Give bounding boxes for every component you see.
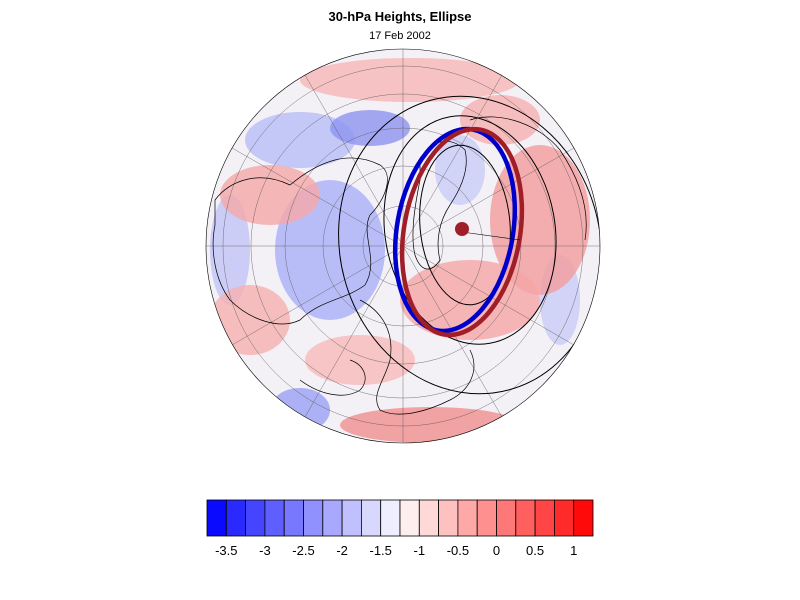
colorbar-bin (303, 499, 324, 537)
coastline (359, 299, 475, 415)
meridian (304, 74, 404, 247)
figure-title: 30-hPa Heights, Ellipse (328, 9, 472, 24)
ellipse-center-marker (455, 222, 469, 236)
colorbar-bin (496, 499, 517, 537)
anomaly-patch (330, 110, 410, 146)
height-contour (338, 95, 600, 395)
height-contours (338, 95, 600, 395)
colorbar-bin (534, 499, 555, 537)
colorbar-tick-label: -3.5 (215, 543, 237, 558)
fitted-ellipse (399, 126, 525, 338)
meridian (304, 245, 404, 418)
anomaly-patch (210, 285, 290, 355)
colorbar-bin (322, 499, 343, 537)
anomaly-patch (245, 112, 355, 168)
coastline (469, 116, 587, 241)
meridian (231, 147, 404, 247)
figure-subtitle: 17 Feb 2002 (369, 30, 431, 42)
colorbar-bin (360, 499, 382, 537)
colorbar: -3.5-3-2.5-2-1.5-1-0.500.511.522.533.5 (206, 499, 594, 558)
colorbar-tick-label: -1 (414, 543, 426, 558)
colorbar-tick-label: 0.5 (526, 543, 544, 558)
meridian (231, 245, 404, 346)
colorbar-tick-label: -3 (259, 543, 271, 558)
ellipse-major-axis (461, 231, 521, 241)
meridian (402, 147, 575, 247)
colorbar-bin (399, 499, 420, 537)
coastline (212, 157, 388, 325)
colorbar-tick-label: 1 (570, 543, 577, 558)
colorbar-bin (283, 499, 304, 537)
height-contour (419, 144, 511, 306)
colorbar-bin (341, 499, 362, 537)
coastline (299, 359, 366, 396)
globe-outline (205, 48, 601, 444)
colorbar-bin (438, 499, 459, 537)
colorbar-bin (515, 499, 536, 537)
anomaly-patch (435, 135, 485, 205)
colorbar-bin (380, 499, 401, 537)
colorbar-bin (225, 499, 246, 537)
meridian (402, 245, 575, 346)
colorbar-bin (264, 499, 285, 537)
coastlines (212, 116, 587, 415)
colorbar-tick-label: -1.5 (369, 543, 391, 558)
colorbar-bin (457, 499, 478, 537)
colorbar-tick-label: -2.5 (292, 543, 314, 558)
colorbar-bin (206, 499, 227, 537)
anomaly-patch (340, 407, 520, 443)
height-contour (383, 115, 557, 345)
anomaly-patch (300, 58, 520, 102)
colorbar-bin (573, 499, 594, 537)
colorbar-bin (476, 499, 497, 537)
colorbar-tick-label: -2 (336, 543, 348, 558)
colorbar-tick-label: -0.5 (447, 543, 469, 558)
colorbar-bin (418, 499, 440, 537)
anomaly-patch (305, 335, 415, 385)
colorbar-bin (245, 499, 266, 537)
anomaly-patch (210, 195, 250, 305)
colorbar-bin (553, 499, 575, 537)
colorbar-tick-label: 0 (493, 543, 500, 558)
